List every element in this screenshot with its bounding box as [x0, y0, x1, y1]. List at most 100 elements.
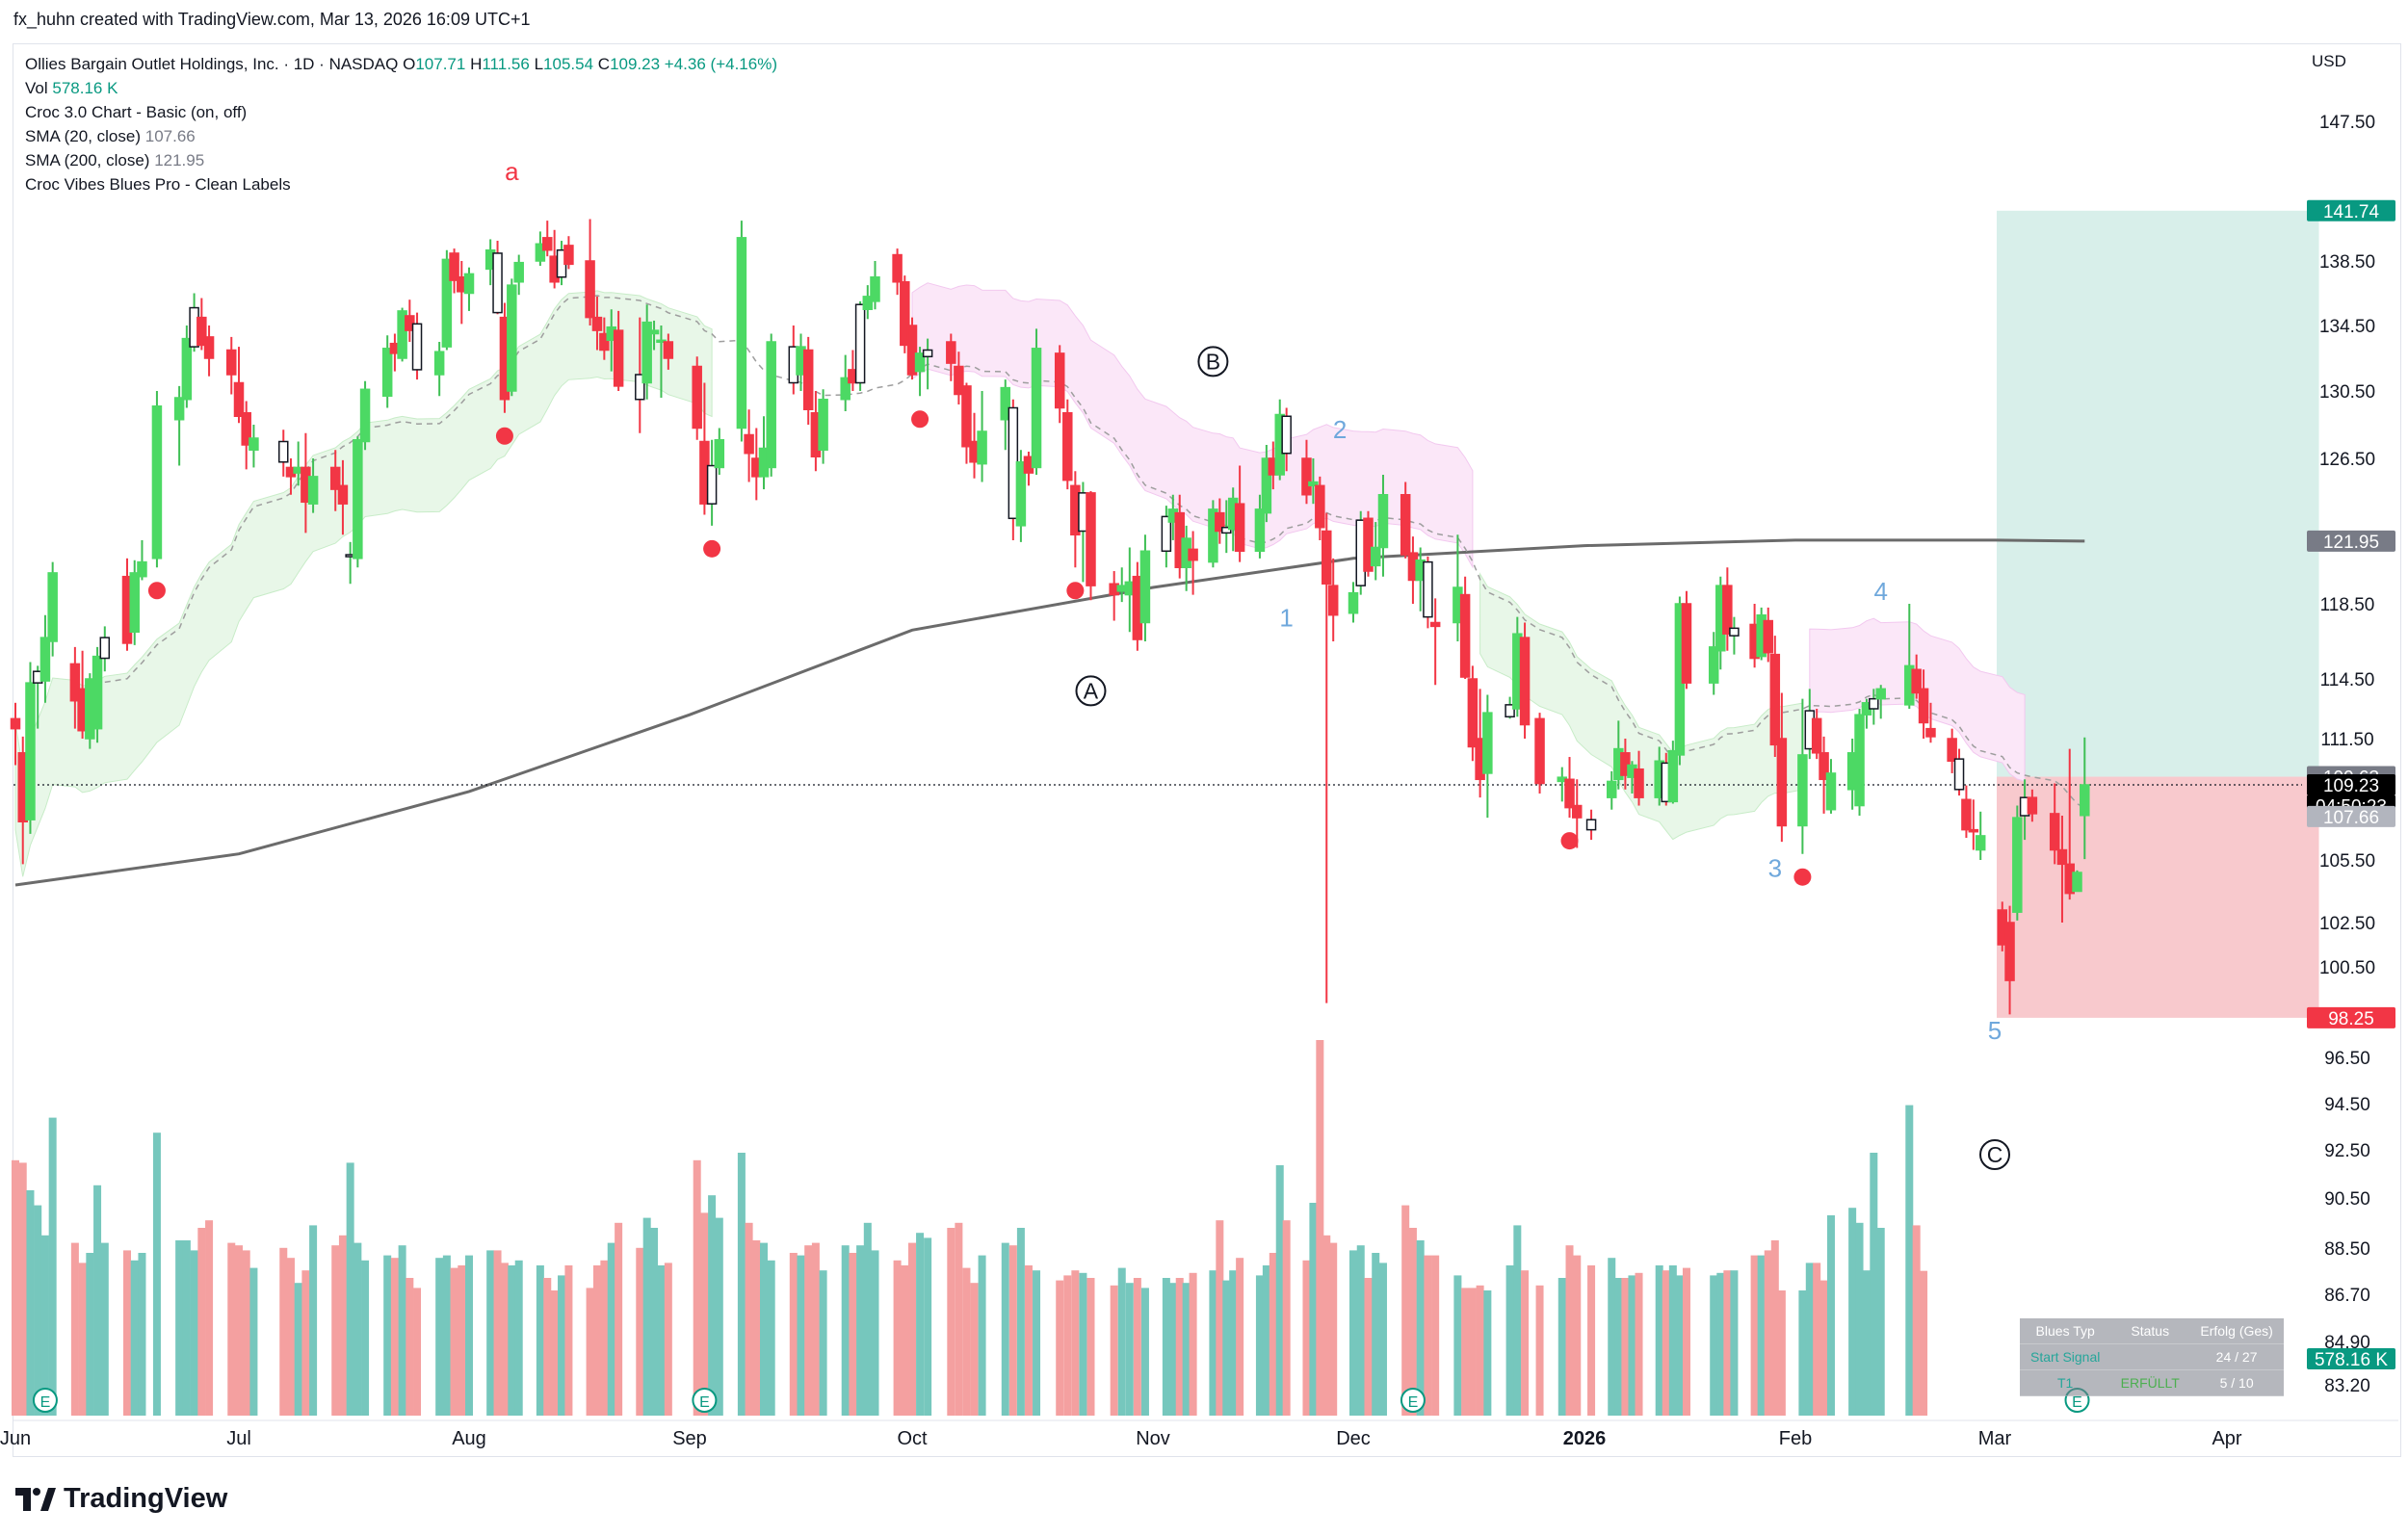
volume-bar: [1016, 1228, 1025, 1416]
candle-body: [1918, 688, 1929, 724]
close-label: C: [597, 55, 611, 73]
time-tick-label: Jul: [226, 1428, 251, 1449]
high-value: 111.56: [482, 55, 530, 73]
candle: [1423, 556, 1433, 629]
candle: [411, 312, 423, 380]
candle-body: [173, 397, 185, 421]
candle: [492, 241, 503, 315]
high-label: H: [470, 55, 483, 73]
volume-bar: [1716, 1272, 1725, 1416]
candle: [92, 646, 103, 743]
volume-bar: [715, 1217, 723, 1416]
indicator-sma20[interactable]: SMA (20, close) 107.66: [25, 124, 777, 148]
volume-bar: [962, 1267, 971, 1416]
volume-bar: [607, 1242, 615, 1416]
stats-row1-status: [2110, 1343, 2190, 1370]
volume-badge-label: 578.16 K: [2315, 1350, 2388, 1370]
chart-frame[interactable]: [13, 43, 2401, 1457]
candle-body: [922, 349, 933, 358]
candle-body: [129, 572, 140, 633]
candle: [1505, 696, 1515, 719]
volume-bar: [1777, 1290, 1786, 1416]
candle: [39, 614, 51, 703]
stop-zone: [1997, 776, 2319, 1018]
indicator-croc-vibes[interactable]: Croc Vibes Blues Pro - Clean Labels: [25, 175, 291, 194]
candle: [961, 382, 972, 464]
volume-bar: [693, 1159, 701, 1416]
candle: [906, 317, 918, 380]
price-badge-bg: [2307, 774, 2395, 795]
chart-attribution: fx_huhn created with TradingView.com, Ma…: [13, 10, 531, 29]
volume-bar: [383, 1255, 392, 1416]
candle-body: [692, 365, 702, 430]
tradingview-wordmark: TradingView: [64, 1483, 228, 1514]
volume-bar: [1262, 1265, 1270, 1416]
sell-signal-dot: [703, 539, 721, 558]
candle: [1825, 759, 1837, 814]
candle: [226, 336, 237, 395]
volume-bar: [1730, 1270, 1739, 1416]
price-badge: 98.25: [2307, 1006, 2395, 1029]
volume-bar: [1117, 1267, 1126, 1416]
volume-bar: [1071, 1270, 1080, 1416]
candle: [1607, 770, 1617, 810]
candle: [203, 325, 215, 377]
candle-body: [706, 464, 718, 505]
volume-bar: [1757, 1255, 1766, 1416]
candle-body: [914, 352, 926, 373]
candle-body: [1585, 819, 1597, 831]
currency-label[interactable]: USD: [2312, 52, 2346, 70]
time-axis: Jun Jul Aug Sep Oct Nov Dec 2026 Feb Mar Apr E E E E: [0, 1388, 2398, 1449]
tradingview-logo[interactable]: TradingView: [15, 1483, 227, 1515]
stats-row2-status: ERFÜLLT: [2110, 1369, 2190, 1396]
candle-body: [1634, 768, 1644, 798]
candle: [2027, 789, 2038, 822]
volume-bar: [700, 1212, 709, 1416]
candle: [1308, 458, 1319, 505]
earnings-badge: E: [1400, 1388, 1426, 1413]
candle-body: [449, 252, 459, 281]
candle-body: [766, 341, 776, 469]
symbol-row[interactable]: Ollies Bargain Outlet Holdings, Inc. · 1…: [25, 52, 777, 76]
volume-bar: [1468, 1288, 1477, 1416]
candle-body: [663, 341, 674, 359]
candle-body: [736, 237, 747, 430]
volume-bar: [1408, 1228, 1417, 1416]
candle: [1534, 713, 1545, 794]
symbol-name[interactable]: Ollies Bargain Outlet Holdings, Inc. · 1…: [25, 55, 399, 73]
volume-bar: [1668, 1265, 1677, 1416]
volume-bar: [642, 1217, 651, 1416]
volume-legend-row[interactable]: Vol 578.16 K: [25, 76, 777, 100]
candle: [1315, 476, 1325, 540]
time-tick-label: Feb: [1779, 1428, 1812, 1449]
candle: [337, 459, 349, 535]
volume-bar: [406, 1278, 414, 1416]
candle: [196, 298, 207, 351]
volume-bar: [1162, 1278, 1170, 1416]
candle-body: [405, 315, 415, 331]
candle-body: [1482, 712, 1493, 774]
candle-body: [2027, 796, 2038, 815]
volume-bar: [1723, 1270, 1732, 1416]
volume-bar: [1483, 1290, 1492, 1416]
indicator-sma200[interactable]: SMA (200, close) 121.95: [25, 148, 777, 172]
volume-bar: [916, 1233, 925, 1416]
candle: [2012, 805, 2023, 921]
stats-header-status: Status: [2110, 1318, 2190, 1344]
volume-bar: [1182, 1283, 1191, 1416]
sell-signal-dot: [911, 410, 929, 429]
volume-bar: [1770, 1240, 1779, 1416]
bear-cloud-2: [1809, 617, 2026, 782]
volume-bar: [1876, 1228, 1885, 1416]
volume-bar: [1920, 1270, 1928, 1416]
candle: [736, 221, 747, 442]
indicator-croc-chart[interactable]: Croc 3.0 Chart - Basic (on, off): [25, 103, 248, 121]
wave-label-number: 2: [1333, 415, 1347, 444]
candle-body: [1031, 348, 1042, 469]
candle-body: [1825, 772, 1837, 811]
price-tick-label: 92.50: [2324, 1141, 2370, 1161]
candle-body: [381, 348, 393, 397]
volume-bar: [863, 1222, 872, 1416]
candle: [405, 299, 415, 342]
